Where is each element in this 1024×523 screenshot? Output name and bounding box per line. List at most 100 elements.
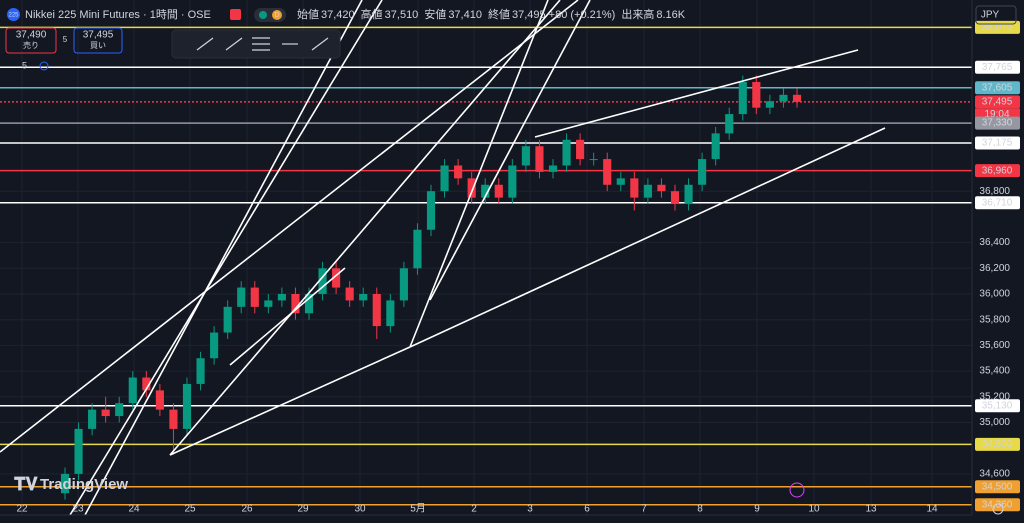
candle-body (576, 139, 585, 160)
ohlc-label: 安値 (424, 7, 446, 21)
y-tick-label: 35,800 (979, 314, 1010, 325)
symbol-badge: 225 (8, 13, 19, 19)
price-label-bg (975, 60, 1020, 74)
ohlc-value: 37,495 +80 (+0.21%) (512, 9, 615, 21)
ohlc-label: 出来高 (621, 7, 654, 21)
trend-line (69, 0, 383, 516)
axis-labels: 34,600 35,000 35,200 35,400 35,600 35,800 36,0… (16, 20, 1020, 515)
candle-body (711, 133, 720, 160)
candles (60, 75, 802, 500)
candle-body (318, 268, 327, 294)
alert-icon[interactable] (789, 482, 805, 498)
countdown: 19:04 (984, 109, 1009, 120)
trend-line (409, 127, 886, 348)
status-dot (259, 11, 267, 19)
x-tick-label: 22 (16, 504, 28, 515)
price-label: 38,075 (982, 22, 1013, 33)
price-label: 37,175 (982, 138, 1013, 149)
candle-body (196, 358, 205, 384)
price-label: 35,130 (982, 400, 1013, 411)
levels (0, 26, 972, 506)
y-tick-label: 36,400 (979, 237, 1010, 248)
candle-body (440, 165, 449, 192)
buy-button[interactable] (73, 27, 123, 54)
settings-icon[interactable] (992, 503, 1004, 515)
price-label-bg (975, 95, 1020, 109)
brand-logo: 𝐓𝐕 (14, 474, 39, 494)
candle-body (725, 114, 734, 134)
price-label: 36,710 (982, 197, 1013, 208)
x-tick-label: 5月 (410, 503, 426, 515)
y-tick-label: 35,400 (979, 366, 1010, 377)
candle-body (670, 191, 680, 205)
candle-body (264, 300, 273, 307)
brand: TradingView (40, 476, 128, 493)
toolbar-icons (196, 37, 329, 51)
x-tick-label: 10 (808, 504, 820, 515)
x-tick-label: 14 (926, 504, 938, 515)
currency-button[interactable] (975, 5, 1017, 25)
candle-body (765, 101, 774, 108)
flag-icon[interactable] (230, 9, 241, 20)
trend-line (409, 0, 549, 348)
tool-trendline[interactable] (196, 37, 214, 51)
y-tick-label: 34,600 (979, 469, 1010, 480)
status-dot (272, 10, 282, 20)
candle-body (169, 409, 178, 429)
x-tick-label: 3 (527, 504, 533, 515)
buy-price: 37,495 (83, 30, 114, 41)
candle-body (467, 178, 476, 198)
candle-body (304, 293, 314, 314)
x-tick-label: 25 (184, 504, 196, 515)
settings-icon[interactable] (39, 61, 49, 71)
ohlc-value: 37,510 (385, 9, 419, 21)
candle-body (223, 306, 232, 333)
candle-body (494, 184, 503, 198)
candle-body (277, 293, 286, 301)
price-label-bg (975, 81, 1020, 95)
currency[interactable]: JPY (981, 10, 1000, 21)
price-label-bg (975, 498, 1020, 512)
trend-line (169, 346, 411, 456)
candle-body (101, 409, 110, 417)
trend-line (84, 0, 363, 516)
x-tick-label: 30 (354, 504, 366, 515)
spread: 5 (63, 35, 68, 44)
candle-body (548, 165, 558, 172)
ohlc-header: 始値 37,420 高値 37,510 安値 37,410 終値 37,495 +80 (+0… (297, 7, 686, 21)
candle-body (115, 403, 124, 417)
x-tick-label: 2 (471, 504, 477, 515)
symbol-icon (7, 8, 20, 21)
trend-lines (0, 0, 886, 516)
candle-body (603, 159, 612, 185)
candle-body (372, 293, 381, 327)
chart-title: Nikkei 225 Mini Futures · 1時間 · OSE (25, 8, 211, 21)
indicator-count[interactable]: 5 (22, 60, 27, 70)
candle-body (779, 94, 788, 102)
sell-button[interactable] (5, 27, 57, 54)
x-tick-label: 24 (128, 504, 140, 515)
candle-body (128, 377, 137, 404)
price-label: 37,605 (982, 82, 1013, 93)
candle-body (291, 293, 300, 314)
candle-body (182, 383, 192, 429)
y-tick-label: 36,200 (979, 263, 1010, 274)
ohlc-value: 37,410 (448, 9, 482, 21)
candle-body (386, 300, 395, 327)
candle-body (60, 473, 70, 494)
buy-label: 買い (90, 41, 106, 50)
tool-extended[interactable] (311, 37, 329, 51)
price-label: 37,765 (982, 62, 1013, 73)
tool-ray[interactable] (225, 37, 243, 51)
candle-body (399, 268, 408, 301)
candle-body (684, 184, 693, 205)
candle-body (657, 184, 666, 192)
candle-body (508, 165, 517, 198)
trend-line (169, 0, 561, 456)
candle-body (250, 287, 259, 307)
price-label: 37,495 (982, 97, 1013, 108)
ohlc-value: 8.16K (656, 9, 685, 21)
candle-body (332, 268, 341, 288)
x-tick-label: 26 (241, 504, 253, 515)
